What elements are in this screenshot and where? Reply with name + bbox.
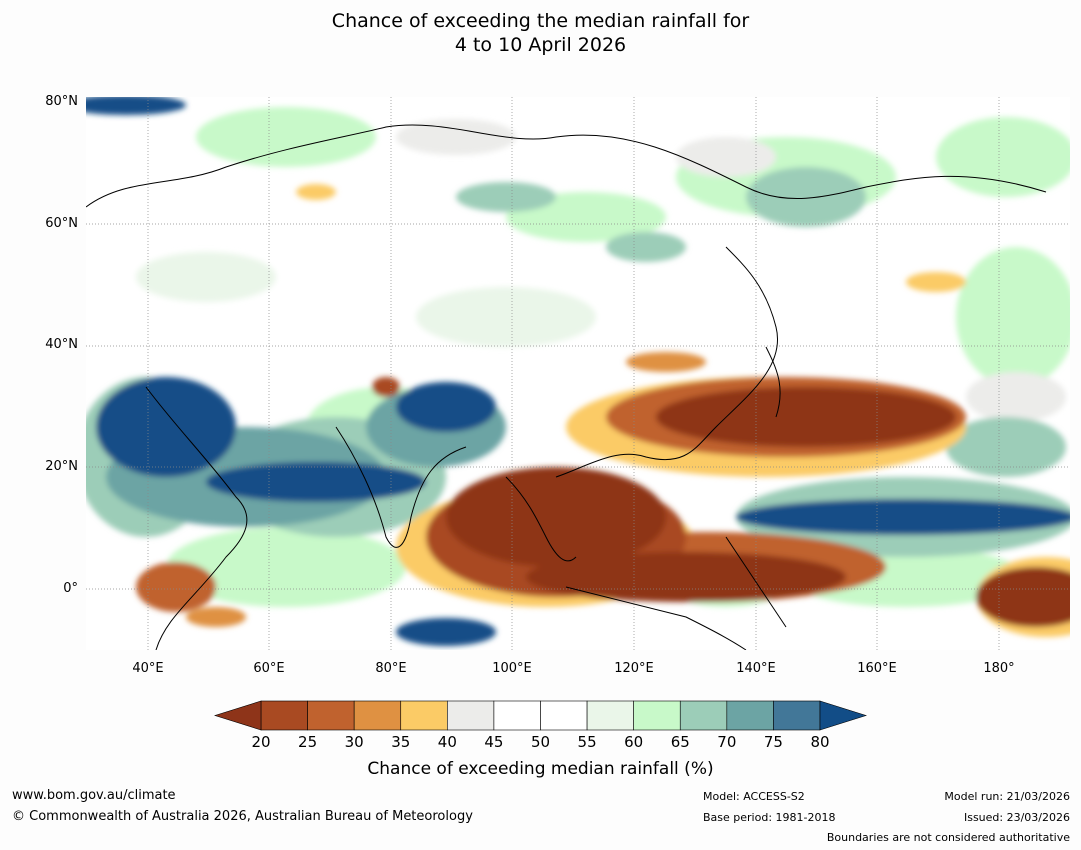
lat-label-20n: 20°N — [45, 459, 78, 474]
rainfall-probability-map — [86, 97, 1070, 650]
lon-label-120e: 120°E — [614, 661, 654, 676]
lon-label-80e: 80°E — [375, 661, 407, 676]
map-title: Chance of exceeding the median rainfall … — [0, 9, 1081, 57]
graticule — [86, 97, 1070, 650]
colorbar-over-arrow — [819, 700, 867, 731]
colorbar-cell — [726, 700, 774, 731]
colorbar — [214, 700, 867, 731]
boundaries-note: Boundaries are not considered authoritat… — [826, 831, 1070, 844]
colorbar-under-arrow — [214, 700, 262, 731]
colorbar-tick-label: 40 — [437, 733, 457, 751]
colorbar-tick-label: 35 — [391, 733, 411, 751]
lon-label-60e: 60°E — [253, 661, 285, 676]
lon-label-140e: 140°E — [736, 661, 776, 676]
title-line-2: 4 to 10 April 2026 — [454, 34, 627, 56]
colorbar-label: Chance of exceeding median rainfall (%) — [367, 759, 714, 779]
lon-label-180: 180° — [983, 661, 1015, 676]
colorbar-tick-label: 30 — [344, 733, 364, 751]
colorbar-cell — [633, 700, 681, 731]
colorbar-tick-label: 70 — [717, 733, 737, 751]
base-period-text: Base period: 1981-2018 — [703, 811, 836, 824]
colorbar-cell — [400, 700, 448, 731]
lon-label-100e: 100°E — [492, 661, 532, 676]
lon-label-40e: 40°E — [132, 661, 164, 676]
lat-label-60n: 60°N — [45, 216, 78, 231]
colorbar-cell — [540, 700, 588, 731]
colorbar-tick-label: 25 — [298, 733, 318, 751]
colorbar-cell — [493, 700, 541, 731]
model-text: Model: ACCESS-S2 — [703, 790, 805, 803]
colorbar-cell — [586, 700, 634, 731]
colorbar-tick-label: 20 — [251, 733, 271, 751]
lon-label-160e: 160°E — [857, 661, 897, 676]
colorbar-cell — [260, 700, 308, 731]
colorbar-tick-label: 45 — [484, 733, 504, 751]
colorbar-cell — [307, 700, 355, 731]
colorbar-cell — [679, 700, 728, 731]
colorbar-cell — [353, 700, 402, 731]
lat-label-equator: 0° — [63, 581, 78, 596]
probability-field — [86, 97, 1070, 646]
lat-label-80n: 80°N — [45, 94, 78, 109]
website-text: www.bom.gov.au/climate — [12, 788, 176, 803]
model-run-text: Model run: 21/03/2026 — [944, 790, 1070, 803]
colorbar-tick-label: 60 — [624, 733, 644, 751]
colorbar-cell — [447, 700, 495, 731]
lat-label-40n: 40°N — [45, 337, 78, 352]
colorbar-tick-label: 55 — [577, 733, 597, 751]
colorbar-tick-label: 80 — [810, 733, 830, 751]
colorbar-tick-label: 50 — [530, 733, 551, 751]
coastlines — [86, 124, 1047, 650]
issued-text: Issued: 23/03/2026 — [963, 811, 1070, 824]
colorbar-tick-label: 75 — [763, 733, 783, 751]
colorbar-tick-label: 65 — [670, 733, 690, 751]
title-line-1: Chance of exceeding the median rainfall … — [331, 10, 750, 32]
copyright-text: © Commonwealth of Australia 2026, Austra… — [12, 809, 473, 824]
colorbar-cell — [773, 700, 821, 731]
